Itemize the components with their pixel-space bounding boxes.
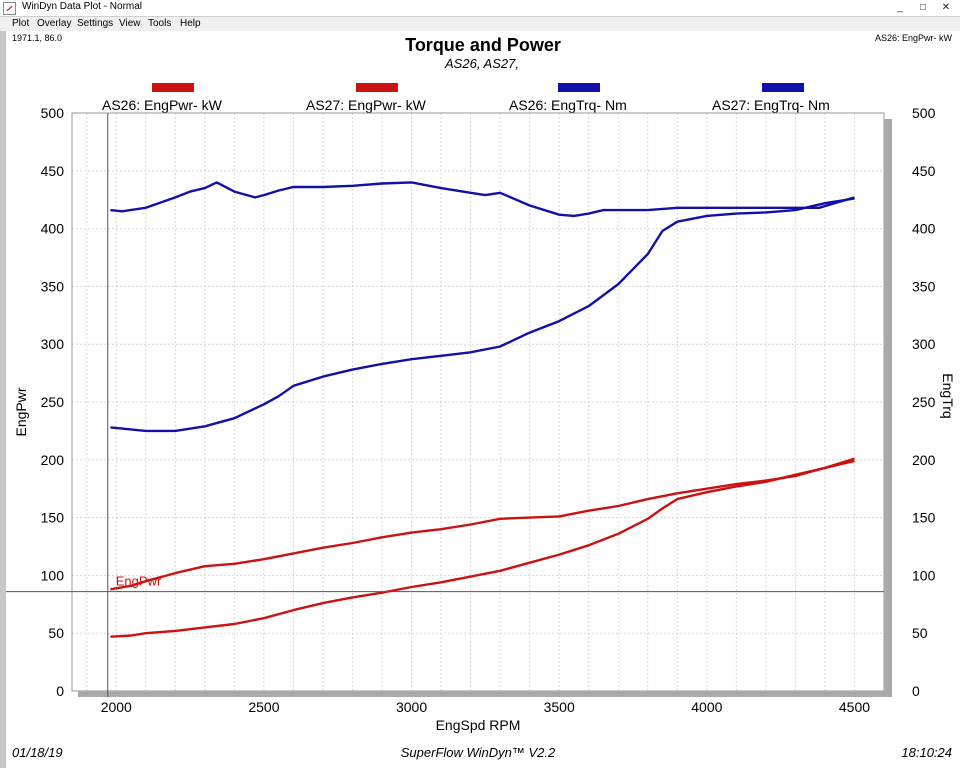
plot-shadow-right (884, 119, 892, 697)
x-tick-label: 3500 (544, 699, 575, 715)
series-line-as26-engtrq-nm (110, 181, 855, 218)
chart[interactable]: 1971.1, 86.0 AS26: EngPwr- kW Torque and… (6, 31, 960, 768)
y-tick-label-right: 100 (912, 567, 936, 583)
x-tick-label: 4000 (691, 699, 722, 715)
menu-plot[interactable]: Plot (12, 18, 30, 29)
y-tick-label-right: 500 (912, 105, 936, 121)
y-tick-label-right: 400 (912, 221, 936, 237)
x-tick-label: 4500 (839, 699, 870, 715)
plot-shadow-bottom (78, 691, 892, 697)
y-tick-label-right: 200 (912, 452, 936, 468)
y-tick-label-right: 350 (912, 278, 936, 294)
y-tick-label-left: 300 (41, 336, 65, 352)
y-tick-label-left: 50 (48, 625, 64, 641)
menu-view[interactable]: View (119, 18, 141, 29)
series-line-as27-engtrq-nm (110, 197, 855, 433)
minimize-button[interactable]: _ (897, 2, 903, 13)
y-tick-label-right: 250 (912, 394, 936, 410)
y-tick-label-left: 100 (41, 567, 65, 583)
y-tick-label-left: 250 (41, 394, 65, 410)
series-line-as27-engpwr-kw (110, 459, 855, 638)
x-tick-label: 2500 (248, 699, 279, 715)
y-tick-label-left: 400 (41, 221, 65, 237)
y-tick-label-left: 350 (41, 278, 65, 294)
menu-bar: Plot Overlay Settings View Tools Help (0, 17, 960, 31)
cursor-readout: 1971.1, 86.0 (12, 33, 62, 43)
y-axis-left: 0 50 100 150 200 250 300 350 400 450 500 (41, 105, 65, 699)
y-axis-left-label: EngPwr (13, 387, 29, 436)
footer-date: 01/18/19 (12, 745, 63, 760)
legend-label-as27-pwr: AS27: EngPwr- kW (306, 97, 427, 113)
y-tick-label-left: 500 (41, 105, 65, 121)
close-button[interactable]: ✕ (941, 2, 951, 13)
y-tick-label-right: 0 (912, 683, 920, 699)
y-tick-label-left: 200 (41, 452, 65, 468)
y-tick-label-right: 450 (912, 163, 936, 179)
legend-swatch-as27-pwr (356, 83, 398, 92)
menu-settings[interactable]: Settings (77, 18, 114, 29)
legend-label-as26-pwr: AS26: EngPwr- kW (102, 97, 223, 113)
y-tick-label-left: 0 (56, 683, 64, 699)
y-tick-label-right: 300 (912, 336, 936, 352)
legend-swatch-as27-trq (762, 83, 804, 92)
y-tick-label-left: 450 (41, 163, 65, 179)
x-axis: 2000 2500 3000 3500 4000 4500 (101, 699, 871, 715)
y-axis-right-label: EngTrq (940, 373, 956, 418)
menu-tools[interactable]: Tools (148, 18, 172, 29)
y-tick-label-left: 150 (41, 510, 65, 526)
legend-label-as26-trq: AS26: EngTrq- Nm (509, 97, 627, 113)
grid (72, 112, 884, 692)
menu-help[interactable]: Help (180, 18, 201, 29)
series-readout: AS26: EngPwr- kW (875, 33, 953, 43)
y-tick-label-right: 50 (912, 625, 928, 641)
cursor-label: EngPwr (116, 574, 162, 589)
legend-label-as27-trq: AS27: EngTrq- Nm (712, 97, 830, 113)
window-title: WinDyn Data Plot - Normal (22, 1, 143, 12)
series-line-as26-engpwr-kw (110, 457, 855, 591)
plot-window: 1971.1, 86.0 AS26: EngPwr- kW Torque and… (0, 31, 960, 768)
legend-swatch-as26-trq (558, 83, 600, 92)
chart-subtitle: AS26, AS27, (444, 56, 519, 71)
legend: AS26: EngPwr- kW AS27: EngPwr- kW AS26: … (102, 83, 830, 113)
maximize-button[interactable]: □ (919, 2, 927, 13)
app-icon (3, 2, 16, 15)
chart-title: Torque and Power (405, 35, 561, 55)
legend-swatch-as26-pwr (152, 83, 194, 92)
y-tick-label-right: 150 (912, 510, 936, 526)
footer-software: SuperFlow WinDyn™ V2.2 (401, 745, 556, 760)
x-axis-label: EngSpd RPM (436, 717, 521, 733)
footer-time: 18:10:24 (901, 745, 952, 760)
menu-overlay[interactable]: Overlay (37, 18, 72, 29)
y-axis-right: 0 50 100 150 200 250 300 350 400 450 500 (912, 105, 936, 699)
window-titlebar: WinDyn Data Plot - Normal _ □ ✕ (0, 0, 960, 17)
x-tick-label: 2000 (101, 699, 132, 715)
series-group (110, 181, 855, 638)
x-tick-label: 3000 (396, 699, 427, 715)
